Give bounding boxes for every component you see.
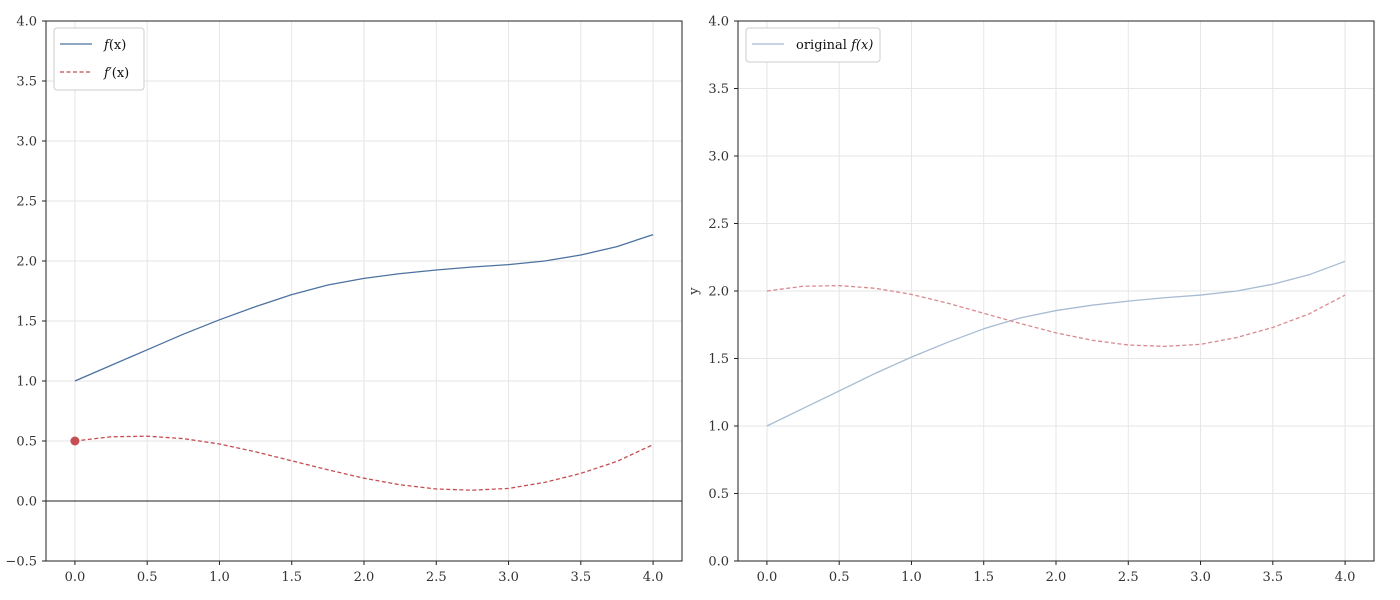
x-tick-label: 2.5	[426, 570, 447, 585]
legend-label-part: f	[103, 38, 111, 53]
x-tick-label: 2.5	[1118, 570, 1139, 585]
y-tick-label: 2.5	[708, 217, 729, 232]
legend-entry-label: f(x)	[103, 38, 126, 53]
left-chart-panel: 0.0 0.5 1.0 1.5 2.0 2.5 3.0 3.5 4.0 −0.5 0.0 0.5 1.0…	[5, 15, 683, 585]
x-tick-label: 0.5	[829, 570, 850, 585]
y-tick-label: 1.5	[16, 315, 37, 330]
series-line-0	[74, 233, 654, 382]
y-tick-label: 2.0	[16, 255, 37, 270]
y-tick-label: 1.5	[708, 352, 729, 367]
series-line-0	[766, 260, 1346, 427]
series-line-1	[74, 435, 654, 491]
x-tick-label: 0.5	[137, 570, 158, 585]
y-tick-label: 1.0	[16, 375, 37, 390]
y-tick-label: 0.5	[16, 435, 37, 450]
x-tick-label: 3.5	[570, 570, 591, 585]
x-tick-label: 0.0	[757, 570, 778, 585]
x-tick-label: 2.0	[354, 570, 375, 585]
y-tick-label: 1.0	[708, 420, 729, 435]
legend-label-part: (x)	[112, 66, 129, 81]
x-tick-label: 2.0	[1046, 570, 1067, 585]
right-chart-panel: 0.0 0.5 1.0 1.5 2.0 2.5 3.0 3.5 4.0 0.0 0.5 1.0 1.5 2…	[687, 15, 1375, 585]
y-tick-label: 4.0	[16, 15, 37, 30]
legend-label-part: (x)	[109, 38, 126, 53]
x-tick-label: 3.0	[1190, 570, 1211, 585]
y-tick-label: 2.5	[16, 195, 37, 210]
y-tick-label: −0.5	[5, 555, 37, 570]
y-tick-label: 4.0	[708, 15, 729, 30]
x-tick-label: 0.0	[65, 570, 86, 585]
legend-label-part: original	[796, 38, 851, 53]
y-tick-label: 3.5	[16, 75, 37, 90]
legend-label-part: f′	[103, 66, 112, 81]
y-tick-label: 0.5	[708, 487, 729, 502]
x-tick-label: 3.0	[498, 570, 519, 585]
y-tick-label: 0.0	[16, 495, 37, 510]
x-tick-label: 4.0	[643, 570, 664, 585]
y-tick-label: 3.0	[708, 150, 729, 165]
x-tick-label: 3.5	[1262, 570, 1283, 585]
y-tick-label: 2.0	[708, 285, 729, 300]
legend-box	[745, 27, 881, 63]
y-tick-label: 0.0	[708, 555, 729, 570]
highlight-point	[70, 436, 80, 446]
legend-entry-label: original f(x)	[796, 38, 873, 53]
x-tick-label: 1.5	[281, 570, 302, 585]
x-tick-label: 1.0	[209, 570, 230, 585]
legend-box	[53, 27, 145, 91]
legend-entry-label: f′(x)	[103, 66, 129, 81]
y-tick-label: 3.5	[708, 82, 729, 97]
legend-label-part: f(x)	[850, 38, 873, 53]
x-tick-label: 1.0	[901, 570, 922, 585]
series-line-1	[766, 284, 1346, 347]
x-tick-label: 1.5	[973, 570, 994, 585]
y-axis-label: y	[687, 287, 702, 296]
x-tick-label: 4.0	[1335, 570, 1356, 585]
y-tick-label: 3.0	[16, 135, 37, 150]
